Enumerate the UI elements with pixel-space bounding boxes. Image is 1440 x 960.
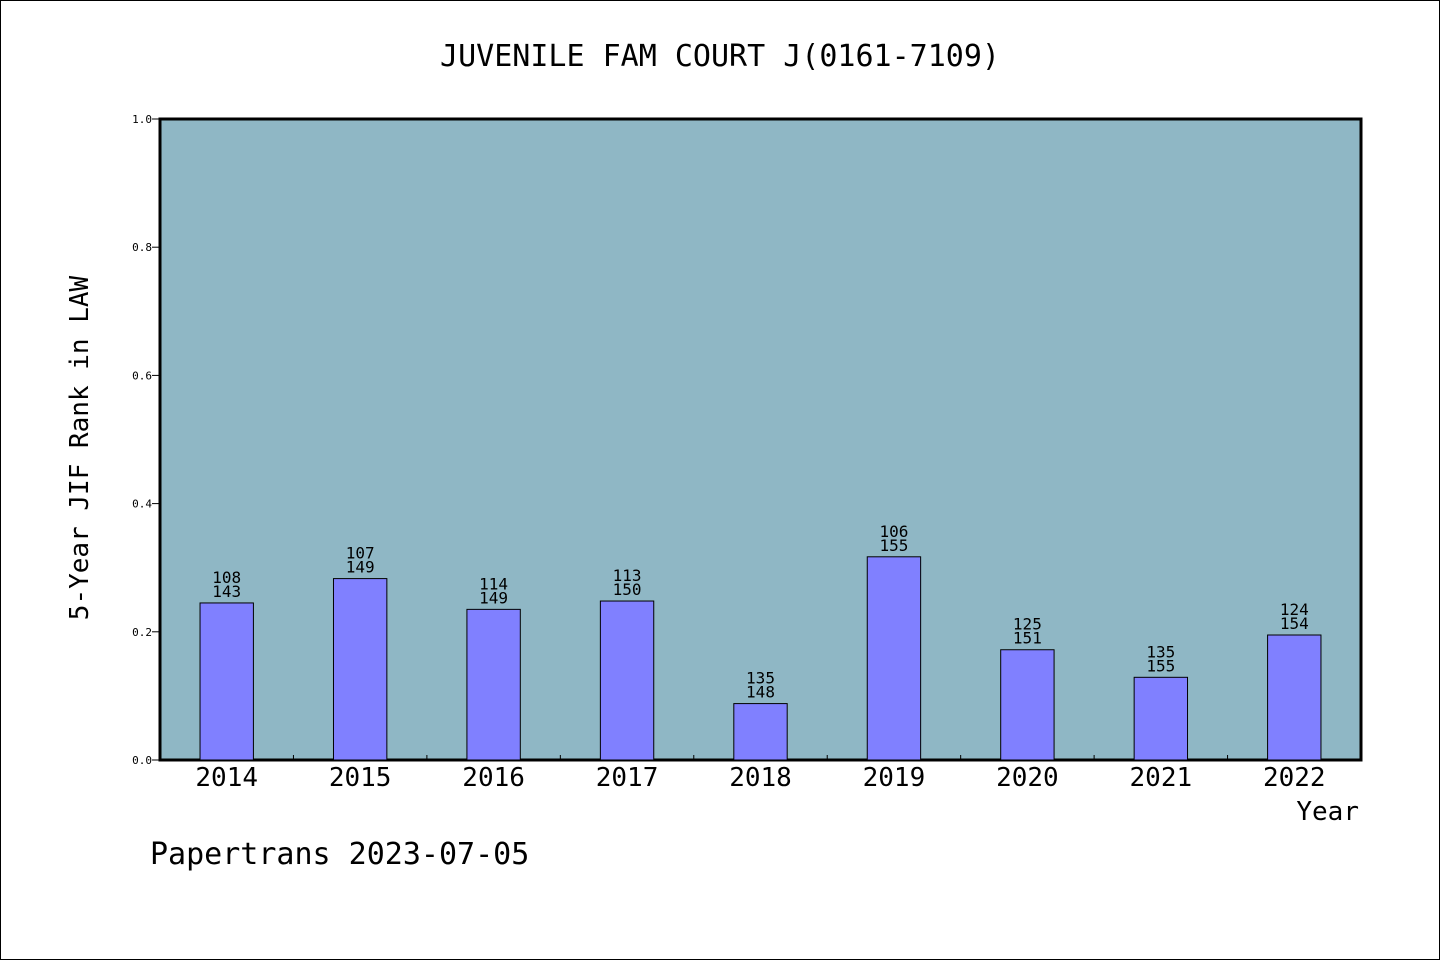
bar-2021 [1133, 676, 1189, 761]
y-tick-label: 0.6 [132, 369, 152, 382]
bar-label-total: 149 [479, 588, 508, 607]
bar-label-rank: 113 [613, 566, 642, 585]
bar-label-rank: 114 [479, 574, 508, 593]
bars [199, 556, 1322, 761]
bar-label-total: 150 [613, 580, 642, 599]
bar-label-rank: 124 [1280, 600, 1309, 619]
bar-label-rank: 107 [346, 544, 375, 563]
bar-label-total: 155 [879, 536, 908, 555]
x-tick-label: 2017 [596, 763, 659, 793]
y-tick-label: 0.8 [132, 241, 152, 254]
bar-label-rank: 125 [1013, 615, 1042, 634]
x-tick-label: 2018 [729, 763, 792, 793]
chart-title: JUVENILE FAM COURT J(0161-7109) [440, 39, 1000, 74]
x-tick-label: 2016 [462, 763, 525, 793]
y-tick-label: 0.4 [132, 498, 152, 511]
bar-2022 [1267, 634, 1322, 761]
bar-label-rank: 135 [746, 669, 775, 688]
bar-label-total: 149 [346, 558, 375, 577]
x-tick-label: 2019 [863, 763, 926, 793]
bar-label-rank: 106 [879, 522, 908, 541]
y-axis-label: 5-Year JIF Rank in LAW [65, 275, 95, 620]
bar-label-rank: 108 [212, 568, 241, 587]
bar-label-total: 148 [746, 683, 775, 702]
bar-2018 [733, 703, 788, 761]
y-axis: 0.0 0.2 0.4 0.6 0.8 1.0 [132, 113, 160, 767]
bar-label-total: 154 [1280, 614, 1309, 633]
bar-label-total: 155 [1146, 656, 1175, 675]
y-tick-label: 0.2 [132, 626, 152, 639]
x-tick-label: 2022 [1263, 763, 1326, 793]
y-tick-label: 0.0 [132, 754, 152, 767]
x-tick-label: 2015 [329, 763, 392, 793]
bar-2019 [866, 556, 922, 761]
bar-label-rank: 135 [1146, 642, 1175, 661]
bar-labels: 1081431071491141491131501351481061551251… [212, 522, 1308, 702]
bar-2015 [332, 578, 388, 761]
bar-label-total: 143 [212, 582, 241, 601]
x-tick-label: 2020 [996, 763, 1059, 793]
bar-2017 [599, 600, 655, 761]
bar-2014 [199, 602, 254, 761]
x-axis-label: Year [1296, 797, 1359, 827]
bar-label-total: 151 [1013, 629, 1042, 648]
x-axis: 2014 2015 2016 2017 2018 2019 2020 2021 2022 [195, 755, 1326, 793]
x-tick-label: 2014 [195, 763, 258, 793]
x-tick-label: 2021 [1130, 763, 1193, 793]
y-tick-label: 1.0 [132, 113, 152, 126]
bar-2020 [1000, 649, 1055, 761]
footer-text: Papertrans 2023-07-05 [150, 837, 529, 872]
bar-2016 [466, 608, 521, 761]
